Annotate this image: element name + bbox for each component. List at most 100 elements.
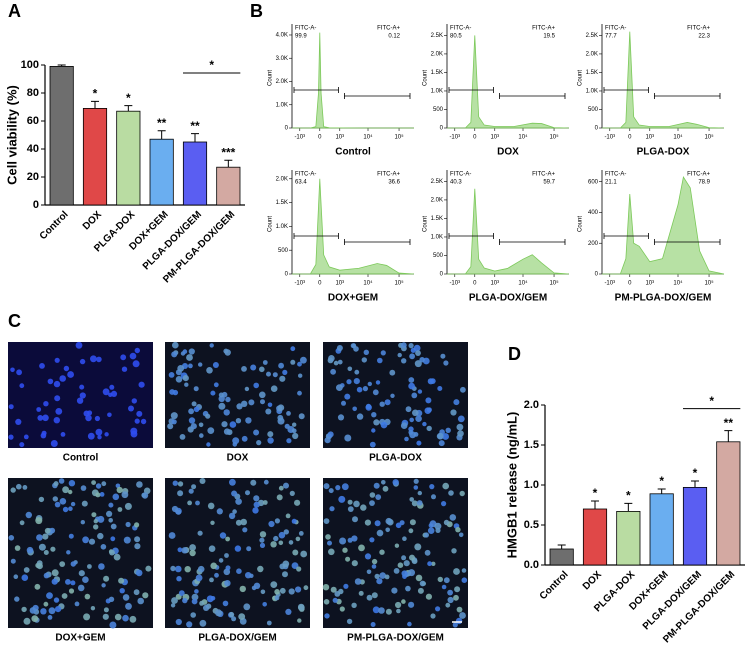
cell	[456, 606, 463, 613]
cell	[236, 568, 242, 574]
y-axis-label: Cell viability (%)	[4, 85, 19, 185]
cell	[190, 423, 197, 430]
cell	[191, 593, 199, 601]
cell	[199, 600, 205, 606]
cell	[110, 390, 118, 397]
cell	[385, 608, 392, 615]
x-tick-label: 10⁴	[673, 280, 683, 287]
cell	[68, 588, 75, 594]
y-tick-label: 0.5	[524, 519, 539, 531]
cell	[240, 518, 247, 526]
cell	[194, 589, 199, 594]
cell	[379, 549, 385, 555]
cell	[300, 550, 308, 558]
cell	[371, 428, 376, 433]
cell	[277, 404, 285, 412]
cell	[401, 599, 406, 604]
cell	[101, 583, 106, 588]
cell	[182, 375, 189, 382]
cell	[347, 366, 353, 372]
cell	[235, 498, 242, 505]
y-tick-label: 1.5K	[431, 216, 443, 222]
cell	[130, 427, 138, 435]
error-bar	[124, 105, 133, 112]
cell	[210, 562, 217, 570]
cell	[300, 356, 307, 364]
cell	[48, 607, 56, 615]
cell	[437, 576, 443, 583]
cell	[375, 380, 381, 385]
cell	[207, 502, 215, 510]
cell	[260, 589, 266, 595]
cell	[371, 592, 378, 599]
cell	[131, 398, 137, 404]
cell	[285, 608, 292, 616]
x-tick-label: 10⁵	[704, 134, 714, 141]
cell	[123, 536, 131, 544]
y-tick-label: 0	[440, 272, 444, 278]
cell	[134, 536, 141, 543]
cell	[136, 481, 143, 488]
cell	[90, 355, 97, 363]
x-tick-label: 10³	[645, 135, 654, 141]
gate-percent: 99.9	[295, 34, 307, 40]
y-tick-label: 1.5	[524, 439, 539, 451]
cell	[341, 483, 349, 491]
cell	[415, 415, 422, 423]
cell	[327, 540, 332, 546]
cell	[171, 597, 178, 604]
cell	[427, 561, 432, 567]
cell	[67, 371, 74, 378]
micrograph	[165, 478, 310, 628]
cell	[195, 574, 203, 582]
cell	[370, 622, 376, 627]
y-tick-label: 60	[27, 115, 39, 127]
cell	[141, 492, 149, 499]
cell	[95, 428, 103, 436]
cell	[206, 367, 213, 374]
cell	[35, 517, 43, 525]
y-tick-label: 200	[588, 241, 599, 247]
cell	[324, 437, 331, 444]
cell	[256, 440, 262, 446]
cell	[121, 366, 128, 372]
gate-name: FITC-A-	[450, 26, 471, 32]
cell	[338, 495, 346, 503]
cell	[13, 574, 19, 579]
y-tick-label: 40	[27, 143, 39, 155]
cell	[167, 423, 174, 430]
cell	[454, 586, 461, 593]
cell	[182, 349, 188, 354]
cell	[414, 543, 422, 551]
cell	[43, 550, 49, 555]
cell	[401, 358, 407, 364]
cell	[457, 430, 464, 437]
cell	[241, 435, 248, 442]
cell	[112, 493, 120, 501]
cell	[268, 520, 275, 528]
cell	[228, 611, 235, 618]
cell	[374, 520, 381, 527]
cell	[371, 412, 377, 418]
gate-percent: 77.7	[605, 34, 617, 40]
cell	[96, 356, 102, 363]
cell	[344, 434, 352, 442]
cell	[415, 350, 421, 356]
y-axis-label: Count	[578, 216, 584, 232]
cell	[253, 429, 260, 436]
cell	[409, 497, 415, 502]
cell	[333, 360, 339, 366]
cell	[266, 620, 272, 626]
cell	[323, 518, 330, 524]
cell	[245, 490, 250, 496]
bar	[616, 510, 641, 566]
cell	[31, 615, 39, 622]
cell	[291, 562, 299, 569]
y-tick-label: 1.0K	[276, 102, 288, 108]
cell	[415, 574, 423, 582]
cell	[124, 502, 132, 510]
x-tick-label: -10³	[449, 135, 460, 141]
cell	[210, 596, 216, 601]
density-area	[292, 178, 415, 275]
cell	[298, 413, 305, 420]
